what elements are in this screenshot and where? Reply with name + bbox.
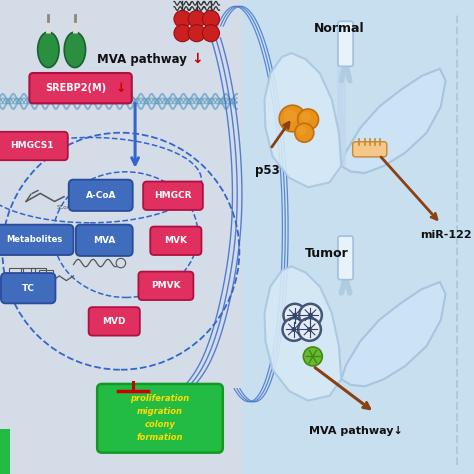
Text: Normal: Normal (314, 22, 364, 35)
Text: ↓: ↓ (115, 82, 126, 95)
Text: colony: colony (145, 420, 175, 429)
Circle shape (299, 304, 322, 327)
Text: HMGCS1: HMGCS1 (10, 142, 54, 150)
Text: PMVK: PMVK (151, 282, 181, 290)
Circle shape (298, 318, 321, 341)
Circle shape (292, 327, 296, 332)
FancyBboxPatch shape (89, 307, 140, 336)
Text: MVA pathway: MVA pathway (97, 53, 187, 66)
Circle shape (283, 304, 306, 327)
Bar (0, 0, 242, 474)
FancyBboxPatch shape (353, 142, 387, 157)
Text: TC: TC (22, 284, 35, 292)
FancyBboxPatch shape (150, 227, 201, 255)
Circle shape (202, 10, 219, 27)
Circle shape (303, 347, 322, 366)
Circle shape (188, 25, 205, 42)
Text: miR-122: miR-122 (420, 229, 471, 240)
Polygon shape (264, 266, 341, 401)
Text: A-CoA: A-CoA (85, 191, 116, 200)
Polygon shape (337, 62, 346, 166)
Bar (21, 268, 35, 284)
Circle shape (298, 109, 319, 130)
Circle shape (188, 10, 205, 27)
Text: MVA pathway↓: MVA pathway↓ (309, 426, 402, 437)
Bar (31, 268, 46, 284)
Polygon shape (341, 282, 446, 386)
Polygon shape (264, 53, 341, 187)
Circle shape (283, 318, 305, 341)
Text: MVK: MVK (164, 237, 187, 245)
Text: Metabolites: Metabolites (6, 236, 63, 244)
FancyBboxPatch shape (1, 273, 55, 303)
Bar (9, 268, 23, 284)
Text: SREBP2(M): SREBP2(M) (46, 83, 106, 93)
FancyBboxPatch shape (0, 132, 68, 160)
Text: MVD: MVD (102, 317, 126, 326)
Circle shape (297, 126, 307, 135)
FancyBboxPatch shape (143, 182, 203, 210)
Circle shape (174, 25, 191, 42)
FancyBboxPatch shape (76, 225, 133, 256)
Text: MVA: MVA (93, 236, 116, 245)
FancyBboxPatch shape (97, 384, 223, 453)
Text: migration: migration (137, 407, 183, 416)
Bar (39, 270, 53, 287)
Circle shape (174, 10, 191, 27)
Circle shape (307, 327, 312, 332)
Text: ↓: ↓ (191, 52, 202, 66)
Ellipse shape (64, 32, 85, 67)
Circle shape (283, 109, 297, 123)
Text: p53: p53 (255, 164, 280, 177)
FancyBboxPatch shape (69, 180, 133, 211)
FancyBboxPatch shape (338, 21, 353, 66)
Circle shape (301, 112, 311, 122)
FancyBboxPatch shape (338, 236, 353, 280)
Circle shape (308, 313, 313, 318)
Text: Tumor: Tumor (305, 247, 349, 260)
Text: HMGCR: HMGCR (154, 191, 192, 200)
FancyBboxPatch shape (29, 73, 132, 103)
Circle shape (202, 25, 219, 42)
Bar (242, 0, 474, 474)
Text: SCoA: SCoA (57, 205, 71, 210)
FancyBboxPatch shape (138, 272, 193, 300)
Text: formation: formation (137, 434, 183, 442)
Bar (0, 429, 10, 474)
Polygon shape (341, 69, 446, 173)
Text: proliferation: proliferation (130, 394, 190, 402)
Circle shape (292, 313, 297, 318)
Circle shape (295, 123, 314, 142)
Ellipse shape (38, 32, 59, 67)
Circle shape (279, 105, 306, 132)
FancyBboxPatch shape (0, 225, 73, 255)
